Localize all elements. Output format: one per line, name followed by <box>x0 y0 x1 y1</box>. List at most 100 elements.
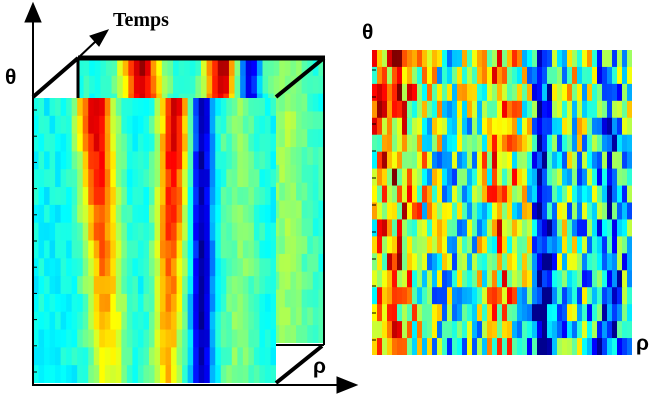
front-layer-cell <box>77 187 84 206</box>
single-heatmap-cell <box>597 83 603 102</box>
single-heatmap-cell <box>572 83 578 102</box>
front-layer-cell <box>38 222 45 242</box>
single-heatmap-cell <box>627 338 632 355</box>
single-heatmap-cell <box>507 50 513 68</box>
single-heatmap-cell <box>617 185 623 204</box>
front-layer-cell <box>193 240 200 259</box>
front-layer-cell <box>182 365 189 383</box>
front-layer-cell <box>71 115 78 135</box>
front-layer-cell <box>160 169 167 188</box>
front-layer-cell <box>55 98 62 117</box>
single-heatmap-cell <box>452 202 458 221</box>
front-layer-cell <box>237 169 244 188</box>
front-layer-cell <box>270 222 276 242</box>
single-heatmap-cell <box>622 253 628 271</box>
front-layer-cell <box>182 204 189 224</box>
single-heatmap-cell <box>602 219 608 237</box>
single-heatmap-cell <box>482 321 488 339</box>
back-layer-cell <box>78 58 85 77</box>
front-layer-cell <box>248 311 255 331</box>
front-layer-cell <box>82 258 89 277</box>
single-heatmap-cell <box>392 253 398 271</box>
front-layer-cell <box>44 311 51 331</box>
front-layer-cell <box>270 329 276 348</box>
front-layer-cell <box>77 240 84 259</box>
front-layer-cell <box>154 169 161 188</box>
front-layer-cell <box>248 329 255 348</box>
front-layer-cell <box>121 133 128 153</box>
single-heatmap-cell <box>622 321 628 339</box>
single-heatmap-cell <box>557 151 563 170</box>
front-layer-cell <box>137 293 145 313</box>
single-heatmap-cell <box>447 50 453 68</box>
single-heatmap-cell <box>532 338 538 355</box>
single-heatmap-cell <box>612 253 618 271</box>
single-heatmap-cell <box>527 134 533 153</box>
single-heatmap-cell <box>562 202 568 221</box>
single-heatmap-cell <box>407 185 413 204</box>
single-heatmap-cell <box>592 236 598 254</box>
single-heatmap-cell <box>477 134 483 153</box>
single-heatmap-cell <box>437 304 443 322</box>
back-layer-cell <box>307 182 314 202</box>
front-layer-cell <box>49 187 56 206</box>
front-layer-cell <box>248 204 255 224</box>
front-layer-cell <box>132 258 139 277</box>
single-heatmap-cell <box>417 66 423 85</box>
single-heatmap-cell <box>512 338 518 355</box>
single-heatmap-cell <box>582 202 588 221</box>
front-layer-cell <box>165 329 172 348</box>
front-layer-cell <box>215 187 222 206</box>
back-layer-cell <box>279 236 286 255</box>
back-layer-cell <box>273 129 280 148</box>
front-layer-cell <box>165 98 172 117</box>
single-heatmap-cell <box>487 236 493 254</box>
single-heatmap-cell <box>612 270 618 288</box>
stack-frame <box>31 55 326 385</box>
front-layer-cell <box>231 151 238 170</box>
front-layer-cell <box>242 347 249 366</box>
single-heatmap-cell <box>402 253 408 271</box>
single-heatmap-cell <box>477 83 483 102</box>
front-layer-cell <box>115 115 122 135</box>
front-layer-cell <box>77 293 84 313</box>
single-heatmap-cell <box>622 151 628 170</box>
single-heatmap-cell <box>457 100 463 119</box>
single-heatmap-cell <box>422 185 428 204</box>
single-heatmap-cell <box>562 117 568 136</box>
front-layer-cell <box>66 276 73 295</box>
front-layer-cell <box>176 293 183 313</box>
front-layer-cell <box>204 151 211 170</box>
single-heatmap-cell <box>557 321 563 339</box>
front-layer-cell <box>182 133 189 153</box>
back-layer-cell <box>201 58 208 77</box>
single-heatmap-cell <box>547 304 553 322</box>
front-layer-cell <box>143 204 150 224</box>
front-layer-cell <box>33 204 40 224</box>
single-heatmap-cell <box>397 66 403 85</box>
single-heatmap-cell <box>462 202 468 221</box>
front-layer-cell <box>33 187 40 206</box>
single-heatmap-cell <box>417 117 423 136</box>
front-layer-cell <box>82 347 89 366</box>
single-heatmap-cell <box>387 253 393 271</box>
front-layer-cell <box>182 240 189 259</box>
back-layer-cell <box>290 218 297 237</box>
front-layer-cell <box>49 258 56 277</box>
single-heatmap-cell <box>482 338 488 355</box>
back-layer-cell <box>312 218 320 237</box>
single-heatmap-cell <box>457 151 463 170</box>
single-heatmap-cell <box>422 83 428 102</box>
front-layer-cell <box>38 98 45 117</box>
single-heatmap-cell <box>547 117 553 136</box>
single-heatmap-cell <box>422 50 428 68</box>
single-heatmap-cell <box>537 66 543 85</box>
single-heatmap-cell <box>622 100 628 119</box>
front-layer-cell <box>220 311 227 331</box>
back-layer-cell <box>122 75 129 95</box>
back-layer-cell <box>307 307 314 326</box>
front-layer-cell <box>66 204 73 224</box>
back-layer-cell <box>318 200 324 219</box>
single-heatmap-cell <box>532 168 538 187</box>
single-heatmap-cell <box>537 134 543 153</box>
